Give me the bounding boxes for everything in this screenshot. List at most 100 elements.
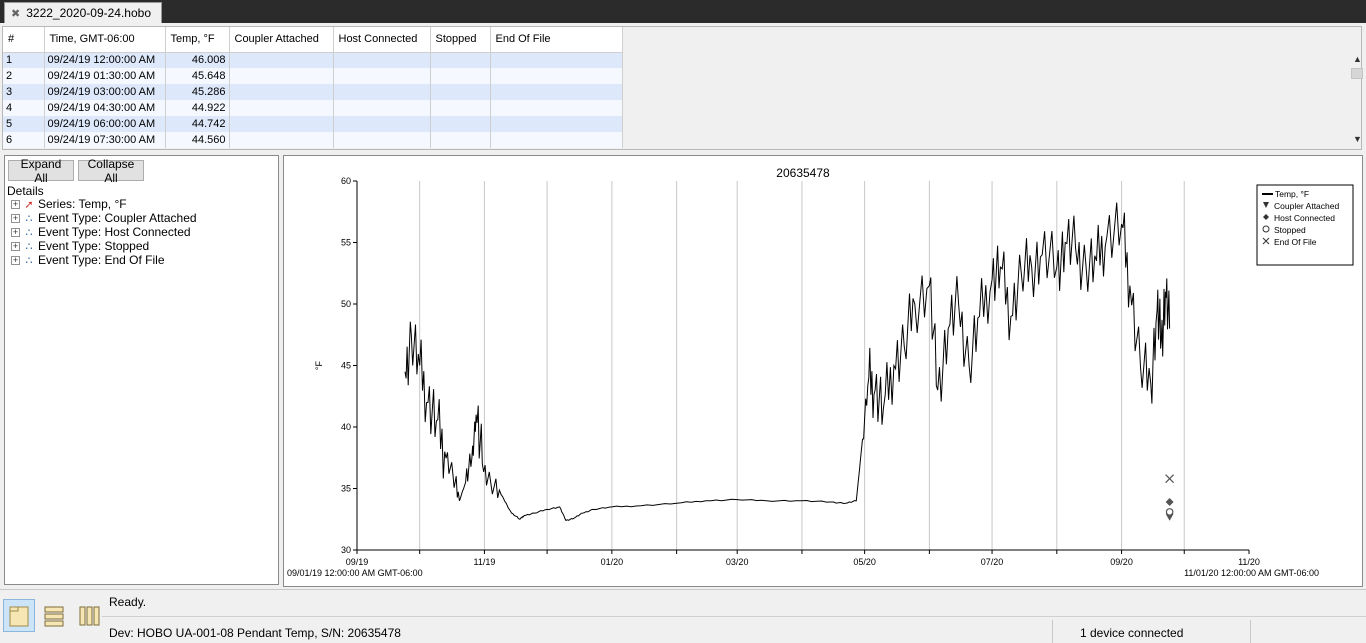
table-cell[interactable] [229,132,334,148]
tree-item-stopped[interactable]: + ∴ Event Type: Stopped [11,239,197,253]
collapse-all-button[interactable]: Collapse All [78,157,144,185]
scroll-down-icon[interactable]: ▼ [1353,134,1362,144]
tree-item-series-temp[interactable]: + ➚ Series: Temp, °F [11,197,197,211]
tree-item-host-connected[interactable]: + ∴ Event Type: Host Connected [11,225,197,239]
table-row[interactable]: 4 09/24/19 04:30:00 AM 44.922 [3,100,623,116]
expand-icon[interactable]: + [11,226,20,237]
column-header-temp[interactable]: Temp, °F [165,27,230,53]
table-cell[interactable] [430,52,491,68]
table-row[interactable]: 1 09/24/19 12:00:00 AM 46.008 [3,52,623,68]
column-header-time[interactable]: Time, GMT-06:00 [44,27,166,53]
expand-icon[interactable]: + [11,212,20,223]
column-header-host-connected[interactable]: Host Connected [333,27,431,53]
table-cell[interactable] [430,84,491,100]
table-cell[interactable]: 2 [3,68,45,84]
tree-item-coupler-attached[interactable]: + ∴ Event Type: Coupler Attached [11,211,197,225]
table-cell[interactable]: 1 [3,52,45,68]
column-header-coupler-attached[interactable]: Coupler Attached [229,27,334,53]
tree-item-end-of-file[interactable]: + ∴ Event Type: End Of File [11,253,197,267]
expand-icon[interactable]: + [11,240,20,251]
table-cell[interactable]: 46.008 [165,52,230,68]
table-cell[interactable]: 4 [3,100,45,116]
table-cell[interactable]: 45.286 [165,84,230,100]
table-cell[interactable] [333,116,431,132]
file-tab[interactable]: ✖ 3222_2020-09-24.hobo [4,2,162,23]
table-cell[interactable] [229,68,334,84]
x-end-label: 11/01/20 12:00:00 AM GMT-06:00 [1184,568,1319,578]
table-cell[interactable] [430,132,491,148]
host-connected-marker [1165,498,1174,507]
table-cell[interactable] [490,100,623,116]
temperature-chart[interactable]: 30 35 40 45 50 55 60 09/19 11/19 01/20 03/20 05/20 0… [284,156,1362,586]
table-view-button[interactable] [38,599,70,632]
table-row[interactable]: 6 09/24/19 07:30:00 AM 44.560 [3,132,623,148]
table-cell[interactable] [430,68,491,84]
table-cell[interactable] [333,132,431,148]
table-cell[interactable] [229,52,334,68]
table-cell[interactable]: 3 [3,84,45,100]
chart-title: 20635478 [776,166,830,180]
table-cell[interactable]: 44.922 [165,100,230,116]
event-icon: ∴ [25,212,33,225]
x-tick-label: 09/19 [346,557,369,567]
status-ready: Ready. [109,595,147,609]
details-view-button[interactable] [3,599,35,632]
table-cell[interactable]: 45.648 [165,68,230,84]
table-cell[interactable] [430,100,491,116]
legend-symbol [1262,225,1270,233]
y-tick-label: 30 [341,545,351,555]
y-tick-label: 55 [341,238,351,248]
table-cell[interactable] [490,52,623,68]
table-cell[interactable] [229,84,334,100]
series-line-icon: ➚ [24,198,34,211]
columns-view-button[interactable] [73,599,105,632]
table-cell[interactable]: 5 [3,116,45,132]
tree-item-label: Series: Temp, °F [38,197,127,211]
table-cell[interactable]: 44.742 [165,116,230,132]
table-cell[interactable]: 09/24/19 12:00:00 AM [44,52,166,68]
expand-icon[interactable]: + [11,198,20,209]
y-tick-label: 45 [341,361,351,371]
table-cell[interactable]: 09/24/19 07:30:00 AM [44,132,166,148]
data-table: # Time, GMT-06:00 Temp, °F Coupler Attac… [3,27,623,148]
x-tick-label: 09/20 [1110,557,1133,567]
legend-label: Coupler Attached [1274,201,1339,211]
scroll-up-icon[interactable]: ▲ [1353,54,1362,64]
legend-symbol [1263,214,1269,220]
table-cell[interactable]: 09/24/19 06:00:00 AM [44,116,166,132]
column-header-number[interactable]: # [3,27,45,53]
status-bar: Ready. Dev: HOBO UA-001-08 Pendant Temp,… [0,589,1366,643]
expand-icon[interactable]: + [11,254,20,265]
table-cell[interactable] [333,52,431,68]
device-info: Dev: HOBO UA-001-08 Pendant Temp, S/N: 2… [109,626,401,640]
table-scrollbar[interactable]: ▲ ▼ [1350,26,1364,146]
table-cell[interactable] [490,132,623,148]
table-row[interactable]: 3 09/24/19 03:00:00 AM 45.286 [3,84,623,100]
close-tab-icon[interactable]: ✖ [11,7,21,20]
column-header-end-of-file[interactable]: End Of File [490,27,623,53]
expand-all-button[interactable]: Expand All [8,157,74,185]
status-divider [1052,620,1053,643]
table-cell[interactable] [333,100,431,116]
table-cell[interactable]: 09/24/19 01:30:00 AM [44,68,166,84]
table-cell[interactable]: 44.560 [165,132,230,148]
x-tick-label: 07/20 [981,557,1004,567]
details-view-icon [9,606,29,626]
table-cell[interactable] [490,116,623,132]
table-cell[interactable] [490,84,623,100]
stopped-marker [1165,508,1174,516]
table-cell[interactable] [333,68,431,84]
table-cell[interactable]: 6 [3,132,45,148]
table-row[interactable]: 5 09/24/19 06:00:00 AM 44.742 [3,116,623,132]
x-tick-label: 05/20 [853,557,876,567]
table-cell[interactable] [333,84,431,100]
table-cell[interactable]: 09/24/19 03:00:00 AM [44,84,166,100]
scrollbar-thumb[interactable] [1351,68,1363,79]
table-cell[interactable] [229,116,334,132]
table-cell[interactable]: 09/24/19 04:30:00 AM [44,100,166,116]
column-header-stopped[interactable]: Stopped [430,27,491,53]
table-cell[interactable] [430,116,491,132]
table-row[interactable]: 2 09/24/19 01:30:00 AM 45.648 [3,68,623,84]
table-cell[interactable] [490,68,623,84]
table-cell[interactable] [229,100,334,116]
